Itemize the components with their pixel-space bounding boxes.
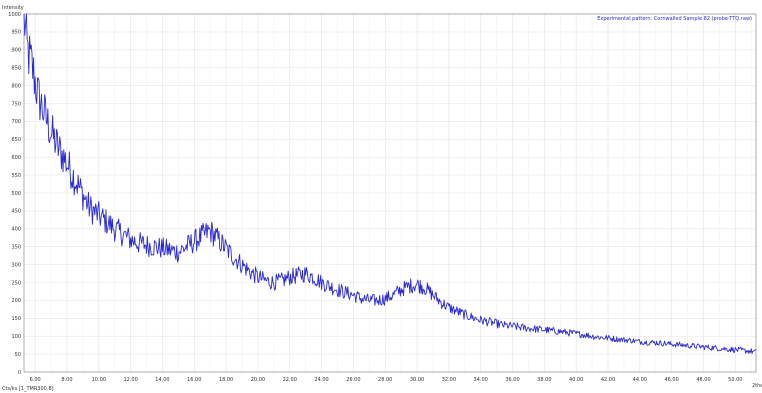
y-axis-title: Intensity bbox=[2, 5, 24, 11]
y-tick-label: 100 bbox=[11, 334, 21, 340]
y-tick-label: 950 bbox=[11, 30, 21, 36]
y-tick-label: 450 bbox=[11, 209, 21, 215]
y-tick-label: 600 bbox=[11, 155, 21, 161]
x-tick-label: 20.00 bbox=[251, 377, 265, 383]
x-tick-label: 46.00 bbox=[664, 377, 678, 383]
y-tick-label: 400 bbox=[11, 227, 21, 233]
x-tick-labels: 6.00 8.00 10.00 12.00 14.00 16.00 18.00 20.00 22… bbox=[30, 377, 743, 383]
y-tick-label: 1000 bbox=[8, 12, 21, 18]
y-tick-label: 650 bbox=[11, 137, 21, 143]
y-tick-label: 150 bbox=[11, 316, 21, 322]
y-tick-label: 300 bbox=[11, 262, 21, 268]
x-tick-label: 24.00 bbox=[314, 377, 328, 383]
x-tick-label: 18.00 bbox=[219, 377, 233, 383]
x-tick-label: 36.00 bbox=[505, 377, 519, 383]
x-tick-label: 26.00 bbox=[346, 377, 360, 383]
x-tick-label: 16.00 bbox=[187, 377, 201, 383]
y-tick-label: 500 bbox=[11, 191, 21, 197]
x-tick-label: 10.00 bbox=[92, 377, 106, 383]
x-tick-label: 6.00 bbox=[30, 377, 41, 383]
plot-frame bbox=[23, 13, 757, 373]
y-tick-label: 50 bbox=[15, 352, 21, 358]
x-tick-label: 22.00 bbox=[283, 377, 297, 383]
x-tick-label: 30.00 bbox=[410, 377, 424, 383]
y-tick-label: 550 bbox=[11, 173, 21, 179]
x-tick-label: 38.00 bbox=[537, 377, 551, 383]
x-tick-label: 50.00 bbox=[728, 377, 742, 383]
y-tick-labels: 0 50 100 150 200 250 300 350 400 450 500 550 600 650 7… bbox=[8, 12, 21, 376]
y-tick-label: 200 bbox=[11, 298, 21, 304]
intensity-series-line bbox=[23, 13, 757, 354]
y-tick-label: 700 bbox=[11, 119, 21, 125]
y-tick-label: 0 bbox=[18, 370, 21, 376]
y-tick-label: 800 bbox=[11, 83, 21, 89]
x-tick-label: 34.00 bbox=[474, 377, 488, 383]
grid-lines bbox=[24, 13, 756, 373]
x-tick-label: 48.00 bbox=[696, 377, 710, 383]
x-tick-label: 42.00 bbox=[601, 377, 615, 383]
x-axis-title: 2the bbox=[752, 383, 762, 389]
status-text: Cts/ks [1_TMR300.8] bbox=[2, 386, 54, 392]
legend-entry: Experimental pattern: Cornwalled Sample … bbox=[597, 16, 752, 22]
x-tick-label: 32.00 bbox=[442, 377, 456, 383]
x-tick-label: 14.00 bbox=[155, 377, 169, 383]
y-tick-label: 750 bbox=[11, 101, 21, 107]
x-tick-label: 40.00 bbox=[569, 377, 583, 383]
x-tick-label: 12.00 bbox=[123, 377, 137, 383]
y-tick-label: 900 bbox=[11, 48, 21, 54]
y-tick-label: 250 bbox=[11, 280, 21, 286]
y-tick-label: 850 bbox=[11, 66, 21, 72]
x-tick-label: 44.00 bbox=[633, 377, 647, 383]
x-tick-label: 28.00 bbox=[378, 377, 392, 383]
y-tick-label: 350 bbox=[11, 245, 21, 251]
x-tick-label: 8.00 bbox=[61, 377, 72, 383]
